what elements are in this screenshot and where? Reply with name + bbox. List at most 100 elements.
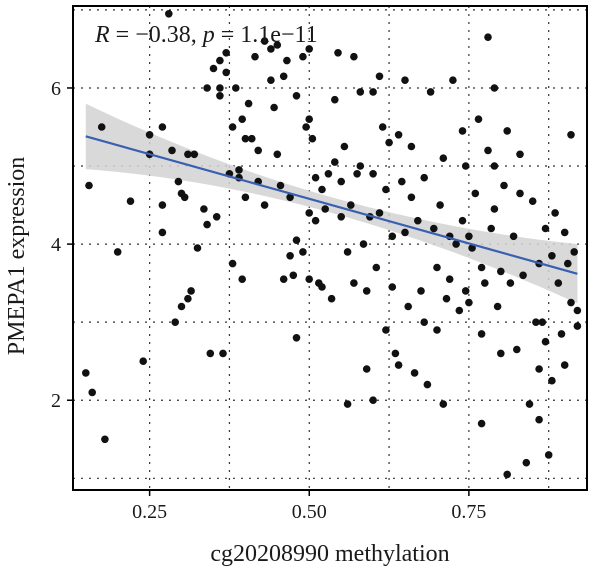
data-point bbox=[369, 396, 377, 405]
data-point bbox=[516, 189, 524, 198]
grid-lines bbox=[73, 6, 587, 490]
data-point bbox=[551, 209, 559, 217]
data-point bbox=[174, 177, 183, 186]
data-point bbox=[216, 92, 224, 100]
data-point bbox=[97, 123, 106, 131]
data-point bbox=[436, 201, 444, 209]
r-symbol: R bbox=[94, 22, 110, 48]
data-point bbox=[165, 10, 173, 18]
data-point bbox=[541, 224, 550, 233]
data-point bbox=[471, 189, 480, 198]
data-point bbox=[353, 170, 361, 178]
data-point bbox=[248, 134, 256, 143]
data-point bbox=[401, 76, 409, 84]
data-point bbox=[305, 45, 314, 53]
x-axis-label: cg20208990 methylation bbox=[210, 541, 449, 567]
data-point bbox=[560, 228, 569, 237]
correlation-annotation: R = −0.38, p = 1.1e−11 bbox=[94, 22, 318, 48]
data-point bbox=[449, 76, 457, 84]
data-point bbox=[532, 318, 540, 327]
data-point bbox=[465, 298, 473, 307]
data-point bbox=[445, 275, 454, 284]
data-point bbox=[244, 99, 253, 108]
data-point bbox=[410, 369, 419, 377]
data-point bbox=[369, 88, 377, 96]
data-point bbox=[426, 88, 435, 96]
data-point bbox=[477, 263, 486, 272]
data-point bbox=[200, 205, 208, 213]
data-point bbox=[203, 84, 211, 92]
plot-frame bbox=[72, 5, 588, 491]
data-point bbox=[337, 177, 346, 186]
y-tick-label: 2 bbox=[51, 390, 61, 412]
data-point bbox=[168, 146, 176, 155]
data-point bbox=[292, 334, 301, 342]
x-tick-label: 0.50 bbox=[292, 501, 327, 523]
data-point bbox=[548, 252, 556, 260]
data-point bbox=[570, 248, 578, 256]
data-point bbox=[394, 361, 403, 369]
confidence-band-layer bbox=[85, 103, 578, 304]
data-point bbox=[573, 322, 582, 330]
data-point bbox=[535, 415, 543, 424]
data-point bbox=[567, 131, 575, 139]
y-tick-label: 4 bbox=[51, 234, 61, 256]
data-point bbox=[404, 302, 413, 311]
confidence-band bbox=[85, 103, 578, 304]
data-point bbox=[343, 400, 352, 408]
data-point bbox=[145, 131, 154, 139]
data-point bbox=[493, 302, 502, 311]
data-point bbox=[101, 435, 109, 444]
data-point bbox=[292, 92, 301, 100]
data-point bbox=[270, 103, 278, 112]
data-point bbox=[222, 49, 230, 57]
data-point bbox=[232, 84, 240, 92]
data-point bbox=[241, 134, 250, 143]
data-point bbox=[519, 271, 527, 280]
data-point bbox=[433, 326, 441, 334]
data-point bbox=[481, 279, 489, 287]
data-point bbox=[187, 287, 195, 295]
data-point bbox=[401, 228, 409, 237]
data-point bbox=[305, 209, 314, 217]
data-point bbox=[500, 181, 508, 190]
data-point bbox=[554, 279, 563, 287]
data-point bbox=[378, 123, 387, 131]
data-point bbox=[292, 236, 301, 244]
data-point bbox=[490, 205, 499, 213]
data-point bbox=[506, 279, 515, 287]
data-point bbox=[251, 52, 259, 61]
data-point bbox=[439, 154, 448, 162]
data-point bbox=[465, 232, 473, 241]
data-point bbox=[538, 318, 547, 327]
data-point bbox=[477, 419, 486, 428]
data-point bbox=[324, 170, 333, 178]
data-point bbox=[308, 134, 317, 143]
data-point bbox=[407, 193, 416, 202]
data-point bbox=[442, 294, 451, 303]
y-axis-ticks: 2 4 6 bbox=[51, 78, 73, 412]
data-point bbox=[235, 166, 243, 174]
data-point bbox=[388, 232, 397, 241]
data-point bbox=[331, 95, 339, 104]
x-axis-ticks: 0.25 0.50 0.75 bbox=[132, 490, 486, 523]
data-point bbox=[283, 56, 291, 65]
data-point bbox=[180, 193, 189, 202]
data-point bbox=[439, 400, 448, 408]
data-point bbox=[238, 115, 246, 123]
data-point bbox=[279, 72, 288, 81]
data-point bbox=[267, 45, 275, 53]
data-point bbox=[318, 283, 326, 291]
data-point bbox=[126, 197, 135, 205]
data-point bbox=[331, 158, 339, 166]
data-point bbox=[222, 68, 230, 77]
data-point bbox=[356, 88, 365, 96]
data-point bbox=[388, 283, 397, 291]
data-point bbox=[305, 115, 314, 123]
data-point bbox=[394, 131, 403, 139]
data-point bbox=[544, 451, 553, 459]
data-point bbox=[171, 318, 179, 327]
data-point bbox=[458, 127, 467, 135]
data-point bbox=[391, 349, 400, 358]
data-point bbox=[423, 380, 432, 389]
